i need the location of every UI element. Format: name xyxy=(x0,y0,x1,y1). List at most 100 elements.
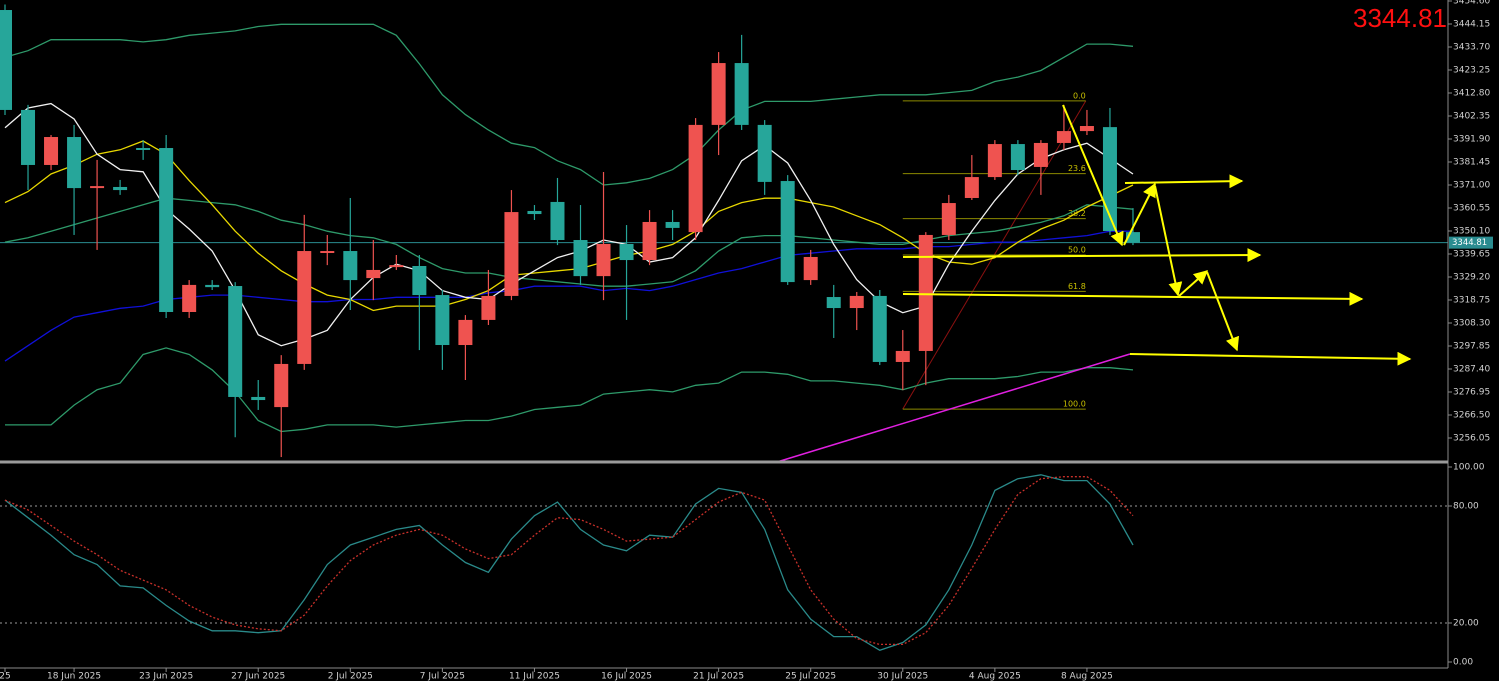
arrow xyxy=(1124,174,1244,189)
fib-label: 100.0 xyxy=(1063,400,1086,409)
candle-body xyxy=(619,243,634,261)
candle-body xyxy=(412,265,427,296)
candle-body xyxy=(872,295,887,362)
candle-body xyxy=(90,186,105,189)
annotations xyxy=(776,104,1412,463)
y-tick-label: 3444.15 xyxy=(1453,19,1490,29)
x-tick-label: 8 Aug 2025 xyxy=(1061,672,1113,681)
trend-line xyxy=(776,353,1131,463)
indicator-line xyxy=(5,347,1134,433)
y-tick-label: 3381.45 xyxy=(1453,157,1490,167)
price-label-box xyxy=(1449,236,1493,249)
candle-body xyxy=(803,256,818,281)
y-tick-label: 3297.85 xyxy=(1453,342,1490,352)
x-tick-label: 18 Jun 2025 xyxy=(47,672,101,681)
candle-body xyxy=(1125,232,1140,243)
y-tick-label: 3339.65 xyxy=(1453,250,1490,260)
y-tick-label: 3412.80 xyxy=(1453,88,1490,98)
candle-body xyxy=(0,10,12,110)
x-tick-label: 21 Jul 2025 xyxy=(693,672,744,681)
y-tick-label: 0.00 xyxy=(1453,657,1473,667)
y-tick-label: 80.00 xyxy=(1453,501,1479,511)
candle-body xyxy=(895,350,910,362)
fib-label: 61.8 xyxy=(1068,282,1086,291)
candle-body xyxy=(320,251,335,254)
y-tick-label: 3391.90 xyxy=(1453,134,1490,144)
x-tick-label: 7 Jul 2025 xyxy=(420,672,465,681)
fib-label: 38.2 xyxy=(1068,209,1086,218)
y-tick-label: 3423.25 xyxy=(1453,65,1490,75)
indicator-line xyxy=(4,23,1134,186)
candle-body xyxy=(780,181,795,283)
y-tick-label: 3371.00 xyxy=(1453,180,1490,190)
candle-body xyxy=(343,251,358,281)
x-tick-label: 25 xyxy=(0,672,11,681)
y-tick-label: 3266.50 xyxy=(1453,411,1490,421)
y-tick-label: 3287.40 xyxy=(1453,365,1490,375)
y-tick-label: 3454.60 xyxy=(1453,0,1490,6)
indicator-line xyxy=(4,102,1134,347)
x-tick-label: 16 Jul 2025 xyxy=(601,672,652,681)
candle-body xyxy=(182,284,197,312)
fib-label: 0.0 xyxy=(1073,91,1086,100)
candle-body xyxy=(159,148,174,312)
y-tick-label: 100.00 xyxy=(1453,462,1485,472)
candle-body xyxy=(1079,126,1094,132)
candle-body xyxy=(274,363,289,408)
x-tick-label: 4 Aug 2025 xyxy=(969,672,1021,681)
candle-body xyxy=(987,144,1002,178)
candle-body xyxy=(1033,142,1048,167)
indicator-line xyxy=(4,230,1133,362)
indicator-line xyxy=(4,474,1134,652)
y-tick-label: 3329.20 xyxy=(1453,273,1490,283)
arrow xyxy=(1206,271,1240,352)
candle-body xyxy=(389,265,404,268)
candle-body xyxy=(918,234,933,351)
x-tick-label: 30 Jul 2025 xyxy=(877,672,928,681)
y-tick-label: 3350.10 xyxy=(1453,227,1490,237)
x-tick-label: 11 Jul 2025 xyxy=(509,672,560,681)
arrow xyxy=(1154,185,1183,297)
candle-body xyxy=(297,251,312,364)
indicator-line xyxy=(4,140,1134,312)
candle-body xyxy=(573,240,588,277)
candle-body xyxy=(642,221,657,261)
candle-body xyxy=(113,186,128,191)
arrow xyxy=(1129,351,1412,366)
arrow xyxy=(902,291,1364,306)
candle-body xyxy=(251,396,266,401)
candle-body xyxy=(228,286,243,397)
candle-body xyxy=(550,201,565,241)
candle-body xyxy=(481,295,496,320)
candle-body xyxy=(826,297,841,309)
candle-body xyxy=(136,148,151,151)
indicator-line xyxy=(4,197,1134,287)
y-tick-label: 3360.55 xyxy=(1453,203,1490,213)
candle-body xyxy=(596,243,611,277)
y-tick-label: 3402.35 xyxy=(1453,111,1490,121)
candle-body xyxy=(504,212,519,296)
candle-body xyxy=(711,63,726,125)
price-label: 3344.81 xyxy=(1452,238,1487,248)
candle-body xyxy=(21,109,36,165)
candle-body xyxy=(941,203,956,235)
candle-body xyxy=(1102,127,1117,231)
y-tick-label: 3256.05 xyxy=(1453,434,1490,444)
arrow xyxy=(902,248,1262,263)
candle-body xyxy=(366,269,381,279)
x-tick-label: 25 Jul 2025 xyxy=(785,672,836,681)
candle-body xyxy=(205,284,220,288)
y-tick-label: 3308.30 xyxy=(1453,319,1490,329)
arrow xyxy=(1178,270,1209,297)
y-tick-label: 3318.75 xyxy=(1453,296,1490,306)
candle-body xyxy=(734,63,749,125)
arrow xyxy=(1123,182,1156,246)
y-tick-label: 3276.95 xyxy=(1453,388,1490,398)
x-tick-label: 2 Jul 2025 xyxy=(328,672,373,681)
indicator-line xyxy=(4,476,1134,646)
fib-label: 50.0 xyxy=(1068,245,1086,254)
y-tick-label: 20.00 xyxy=(1453,618,1479,628)
candle-body xyxy=(688,124,703,233)
